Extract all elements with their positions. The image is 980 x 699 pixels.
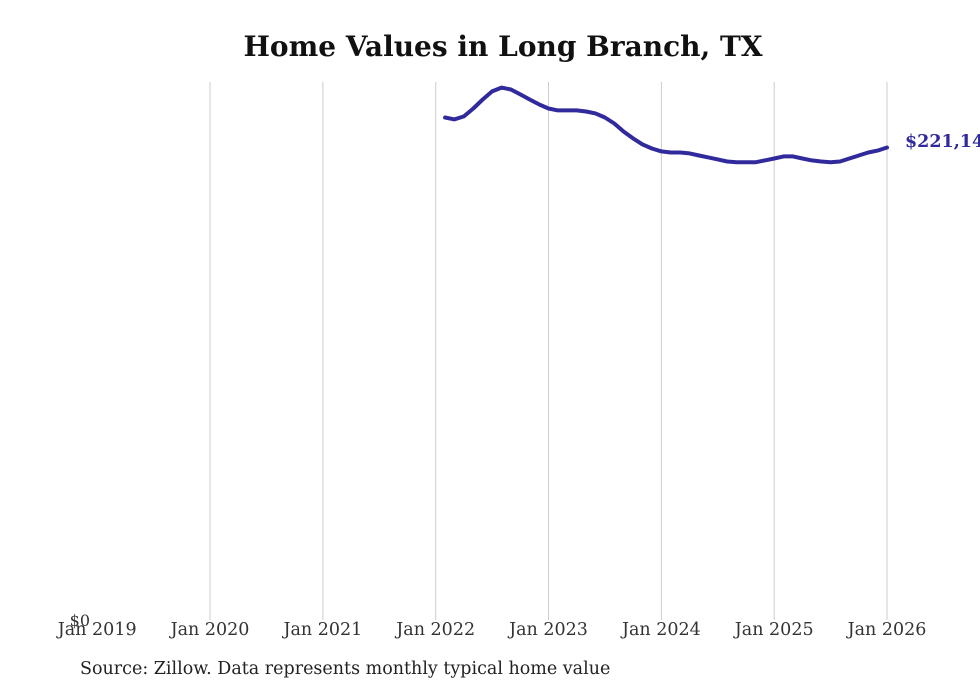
x-tick-label: Jan 2024 <box>621 620 701 640</box>
x-tick-label: Jan 2022 <box>396 620 476 640</box>
x-tick-label: Jan 2019 <box>57 620 137 640</box>
source-note: Source: Zillow. Data represents monthly … <box>80 659 611 679</box>
x-tick-label: Jan 2023 <box>509 620 588 640</box>
home-value-line <box>443 85 889 165</box>
latest-value-label: $221,148 <box>905 132 980 152</box>
chart-title: Home Values in Long Branch, TX <box>243 30 763 63</box>
x-tick-label: Jan 2025 <box>734 620 814 640</box>
x-tick-label: Jan 2020 <box>170 620 250 640</box>
gridlines <box>209 82 888 620</box>
y-axis-zero-label: $0 <box>69 611 90 630</box>
x-tick-label: Jan 2026 <box>847 620 927 640</box>
x-tick-label: Jan 2021 <box>283 620 363 640</box>
